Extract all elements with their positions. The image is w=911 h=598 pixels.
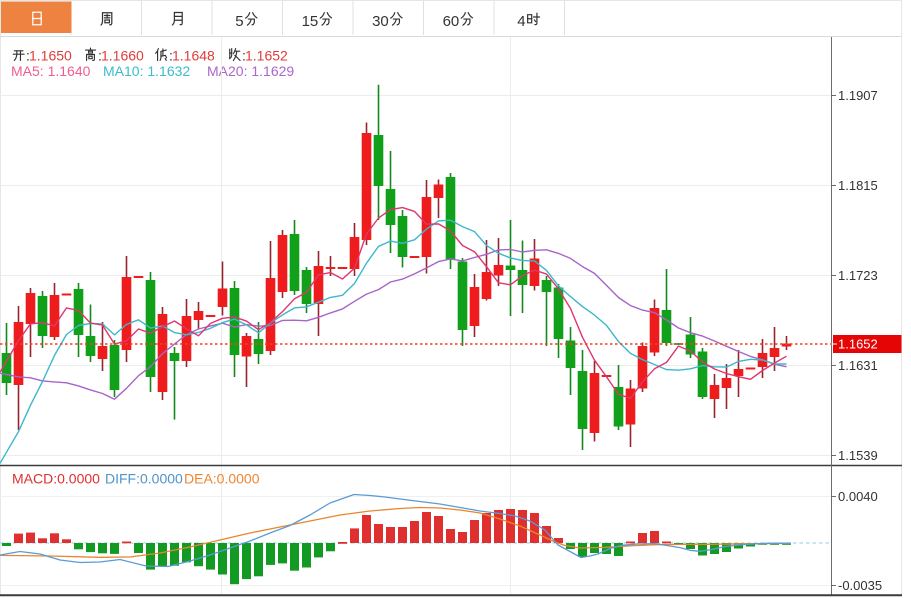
svg-text:DEA:0.0000: DEA:0.0000 (184, 471, 260, 487)
svg-text:1.1648: 1.1648 (172, 48, 215, 64)
svg-text:1.1650: 1.1650 (29, 48, 72, 64)
svg-text:MA20: 1.1629: MA20: 1.1629 (207, 63, 294, 79)
svg-text:MACD:0.0000: MACD:0.0000 (12, 471, 100, 487)
svg-text:1.1723: 1.1723 (838, 268, 878, 283)
svg-text:1.1539: 1.1539 (838, 448, 878, 463)
svg-text::: : (242, 48, 246, 64)
svg-text:DIFF:0.0000: DIFF:0.0000 (105, 471, 183, 487)
svg-text:MA10: 1.1632: MA10: 1.1632 (103, 63, 190, 79)
svg-text:5: 5 (235, 13, 243, 30)
svg-text::: : (26, 48, 30, 64)
svg-text:1.1652: 1.1652 (245, 48, 288, 64)
svg-text:60: 60 (443, 13, 460, 30)
svg-text:1.1907: 1.1907 (838, 88, 878, 103)
svg-text:1.1652: 1.1652 (838, 337, 878, 352)
svg-text:MA5: 1.1640: MA5: 1.1640 (11, 63, 91, 79)
svg-text:1.1815: 1.1815 (838, 178, 878, 193)
svg-text:1.1631: 1.1631 (838, 358, 878, 373)
svg-text:30: 30 (372, 13, 389, 30)
svg-text:15: 15 (302, 13, 319, 30)
svg-text::: : (169, 48, 173, 64)
svg-text:1.1660: 1.1660 (101, 48, 144, 64)
svg-text::: : (98, 48, 102, 64)
svg-text:-0.0035: -0.0035 (838, 578, 882, 593)
svg-text:0.0040: 0.0040 (838, 489, 878, 504)
svg-text:4: 4 (517, 13, 525, 30)
